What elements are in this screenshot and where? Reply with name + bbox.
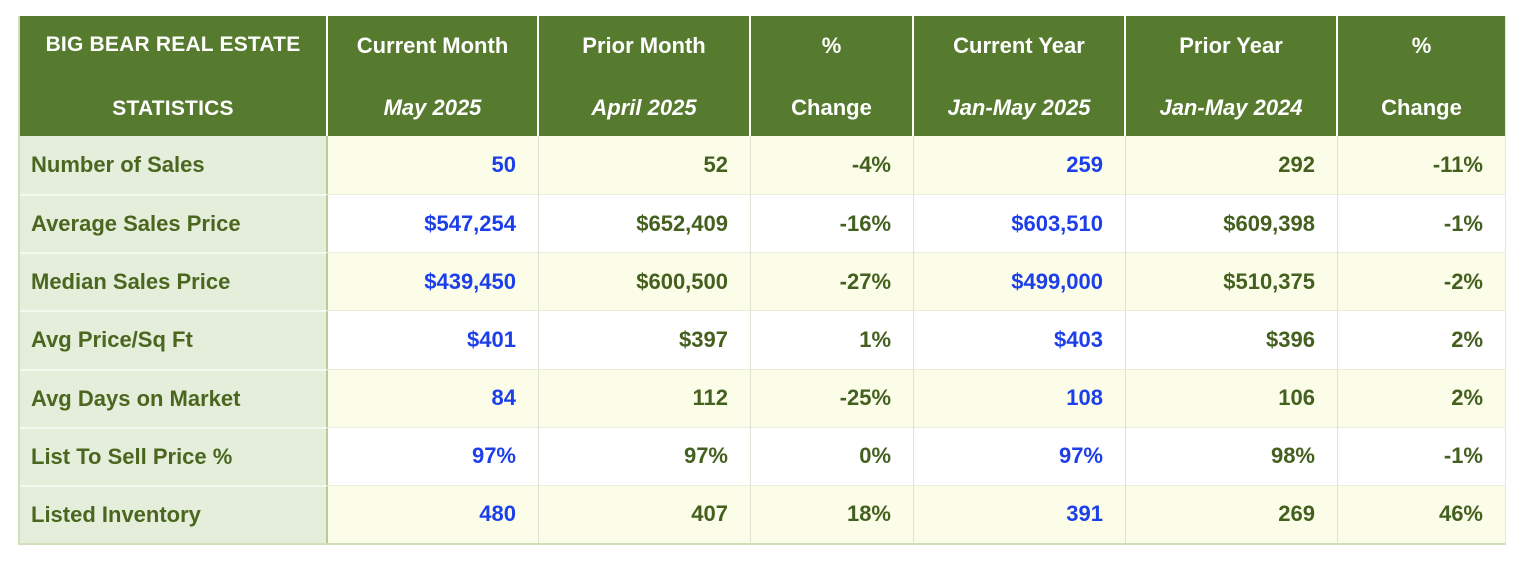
value-current-month: $401 bbox=[328, 310, 539, 369]
value-month-pct-change: 18% bbox=[751, 484, 914, 543]
real-estate-statistics-table: BIG BEAR REAL ESTATE STATISTICS Current … bbox=[18, 16, 1506, 545]
column-header-sublabel: Change bbox=[1381, 95, 1462, 120]
column-header-month-pct-change: % Change bbox=[751, 16, 914, 136]
column-header-sublabel: Jan-May 2025 bbox=[947, 95, 1091, 120]
value-prior-year: $510,375 bbox=[1126, 252, 1338, 311]
value-year-pct-change: 46% bbox=[1338, 484, 1505, 543]
table-title-cell: BIG BEAR REAL ESTATE STATISTICS bbox=[20, 16, 328, 136]
column-header-label: % bbox=[1411, 33, 1432, 58]
value-prior-year: 106 bbox=[1126, 368, 1338, 427]
row-label: Avg Price/Sq Ft bbox=[20, 310, 328, 369]
table-row-listed-inventory: Listed Inventory 480 407 18% 391 269 46% bbox=[20, 484, 1505, 543]
row-label: Average Sales Price bbox=[20, 194, 328, 253]
value-prior-year: 98% bbox=[1126, 426, 1338, 485]
table-row-avg-price-sq-ft: Avg Price/Sq Ft $401 $397 1% $403 $396 2… bbox=[20, 310, 1505, 369]
row-label: Median Sales Price bbox=[20, 252, 328, 311]
row-label: Number of Sales bbox=[20, 136, 328, 195]
value-prior-year: $609,398 bbox=[1126, 194, 1338, 253]
value-prior-month: $600,500 bbox=[539, 252, 751, 311]
column-header-sublabel: April 2025 bbox=[591, 95, 697, 120]
value-prior-month: $652,409 bbox=[539, 194, 751, 253]
value-prior-month: 52 bbox=[539, 136, 751, 195]
table-header-row: BIG BEAR REAL ESTATE STATISTICS Current … bbox=[20, 16, 1505, 136]
column-header-prior-year: Prior Year Jan-May 2024 bbox=[1126, 16, 1338, 136]
row-label: Listed Inventory bbox=[20, 484, 328, 543]
value-month-pct-change: 0% bbox=[751, 426, 914, 485]
value-current-month: 480 bbox=[328, 484, 539, 543]
column-header-sublabel: Jan-May 2024 bbox=[1159, 95, 1303, 120]
value-prior-month: $397 bbox=[539, 310, 751, 369]
table-row-avg-days-on-market: Avg Days on Market 84 112 -25% 108 106 2… bbox=[20, 368, 1505, 427]
row-label: Avg Days on Market bbox=[20, 368, 328, 427]
table-row-average-sales-price: Average Sales Price $547,254 $652,409 -1… bbox=[20, 194, 1505, 253]
value-current-year: $603,510 bbox=[914, 194, 1126, 253]
value-current-month: 84 bbox=[328, 368, 539, 427]
column-header-label: % bbox=[821, 33, 842, 58]
table-title-line-1: BIG BEAR REAL ESTATE bbox=[45, 33, 301, 56]
value-current-month: 97% bbox=[328, 426, 539, 485]
value-current-year: 97% bbox=[914, 426, 1126, 485]
value-year-pct-change: -11% bbox=[1338, 136, 1505, 195]
value-current-year: $499,000 bbox=[914, 252, 1126, 311]
value-prior-year: $396 bbox=[1126, 310, 1338, 369]
table-row-number-of-sales: Number of Sales 50 52 -4% 259 292 -11% bbox=[20, 136, 1505, 195]
value-prior-year: 292 bbox=[1126, 136, 1338, 195]
table-row-list-to-sell-price: List To Sell Price % 97% 97% 0% 97% 98% … bbox=[20, 426, 1505, 485]
value-current-month: $547,254 bbox=[328, 194, 539, 253]
column-header-label: Current Month bbox=[356, 33, 509, 58]
column-header-sublabel: Change bbox=[791, 95, 872, 120]
column-header-current-year: Current Year Jan-May 2025 bbox=[914, 16, 1126, 136]
value-current-year: 259 bbox=[914, 136, 1126, 195]
value-year-pct-change: 2% bbox=[1338, 310, 1505, 369]
value-current-month: $439,450 bbox=[328, 252, 539, 311]
value-current-year: 391 bbox=[914, 484, 1126, 543]
value-prior-month: 112 bbox=[539, 368, 751, 427]
value-year-pct-change: -1% bbox=[1338, 194, 1505, 253]
value-year-pct-change: 2% bbox=[1338, 368, 1505, 427]
table-title-line-2: STATISTICS bbox=[112, 97, 234, 120]
table-row-median-sales-price: Median Sales Price $439,450 $600,500 -27… bbox=[20, 252, 1505, 311]
value-year-pct-change: -2% bbox=[1338, 252, 1505, 311]
value-year-pct-change: -1% bbox=[1338, 426, 1505, 485]
row-label: List To Sell Price % bbox=[20, 426, 328, 485]
value-prior-year: 269 bbox=[1126, 484, 1338, 543]
value-month-pct-change: -4% bbox=[751, 136, 914, 195]
value-month-pct-change: 1% bbox=[751, 310, 914, 369]
column-header-prior-month: Prior Month April 2025 bbox=[539, 16, 751, 136]
value-month-pct-change: -16% bbox=[751, 194, 914, 253]
value-month-pct-change: -25% bbox=[751, 368, 914, 427]
column-header-label: Current Year bbox=[953, 33, 1085, 58]
column-header-sublabel: May 2025 bbox=[383, 95, 482, 120]
value-current-year: $403 bbox=[914, 310, 1126, 369]
column-header-year-pct-change: % Change bbox=[1338, 16, 1505, 136]
column-header-label: Prior Year bbox=[1179, 33, 1283, 58]
column-header-current-month: Current Month May 2025 bbox=[328, 16, 539, 136]
value-prior-month: 407 bbox=[539, 484, 751, 543]
value-prior-month: 97% bbox=[539, 426, 751, 485]
value-current-month: 50 bbox=[328, 136, 539, 195]
value-current-year: 108 bbox=[914, 368, 1126, 427]
column-header-label: Prior Month bbox=[582, 33, 706, 58]
value-month-pct-change: -27% bbox=[751, 252, 914, 311]
